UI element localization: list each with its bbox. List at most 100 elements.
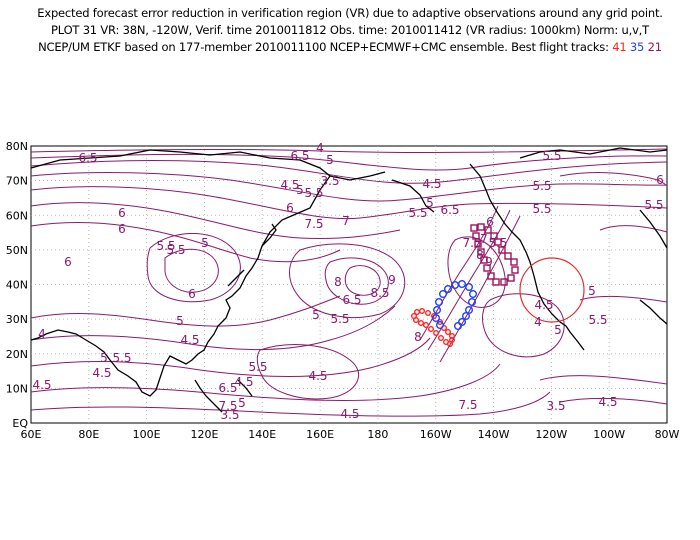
latitude-label: 60N [6,209,28,222]
latitude-label: 80N [6,140,28,153]
track-41-point [418,320,425,327]
contour-value-label: 5.5 [330,312,349,326]
track-41-point [413,317,420,324]
contour-value-label: 6 [118,222,126,236]
longitude-label: 120E [190,428,218,441]
contour-value-label: 6.5 [290,149,309,163]
contour-value-label: 7 [480,232,488,246]
longitude-labels: 60E 80E 100E 120E 140E 160E 180 160W 140W 120W 100… [21,428,680,441]
track-21-point [470,224,478,232]
track-21-point [487,272,495,280]
contour-value-label: 6 [188,287,196,301]
longitude-label: 60E [21,428,42,441]
contour-value-label: 8.5 [370,286,389,300]
flight-track-41 [411,308,456,348]
track-21-point [507,274,515,282]
latitude-label: 30N [6,313,28,326]
longitude-label: 80E [78,428,99,441]
track-35-point [468,298,477,307]
contour-value-label: 4.5 [534,298,553,312]
track-35-point [465,283,474,292]
track-21-point [498,246,506,254]
track-21-point [504,252,512,260]
track-21-point [492,278,500,286]
track-41-point [445,329,452,336]
contour-value-label: 5.5 [166,243,185,257]
contour-value-label: 5.5 [304,186,323,200]
longitude-label: 100W [593,428,625,441]
contour-value-label: 5.5 [248,360,267,374]
contour-value-label: 5 [296,183,304,197]
contour-value-label: 6.5 [218,381,237,395]
longitude-label: 120W [535,428,567,441]
track-41-label: 41 [612,40,627,54]
track-41-point [438,335,445,342]
contour-value-label: 5.5 [532,202,551,216]
contour-value-label: 4.5 [32,378,51,392]
track-35-point [454,322,463,331]
track-41-point [431,313,438,320]
track-41-point [419,308,426,315]
latitude-label: 20N [6,348,28,361]
track-35-point [433,306,442,315]
track-21-point [484,226,492,234]
track-21-point [510,258,518,266]
track-35-point [435,298,444,307]
title-line-3-text: NCEP/UM ETKF based on 177-member 2010011… [38,40,609,54]
contour-value-label: 7.5 [458,398,477,412]
contour-value-label: 5 [426,196,434,210]
contour-value-label: 4.5 [598,395,617,409]
contour-value-label: 6.5 [440,203,459,217]
flight-track-21 [470,223,519,286]
latitude-label: 10N [6,382,28,395]
contour-value-label: 4.5 [180,333,199,347]
track-21-point [474,240,482,248]
latitude-labels: 80N 70N 60N 50N 40N 30N 20N 10N EQ [6,140,29,430]
latitude-label: 40N [6,279,28,292]
verification-region-circle [519,257,585,323]
contour-value-label: 3.5 [220,408,239,422]
track-21-label: 21 [647,40,662,54]
contour-value-label: 6 [118,206,126,220]
track-21-point [480,256,488,264]
track-41-point [414,309,421,316]
contour-value-label: 5 [326,153,334,167]
contour-value-label: 4.5 [308,369,327,383]
track-21-point [490,232,498,240]
latitude-label: EQ [12,417,28,430]
contour-value-label: 7.5 [218,399,237,413]
contour-value-label: 5.5 [588,313,607,327]
track-35-point [469,290,478,299]
longitude-label: 160E [306,428,334,441]
contour-value-label: 6 [656,173,664,187]
track-35-point [462,312,471,321]
contour-value-label: 5.5 [408,206,427,220]
contour-value-label: 4.5 [234,375,253,389]
track-35-point [458,318,467,327]
contour-value-label: 5 [176,314,184,328]
coastlines [30,147,668,413]
contour-value-label: 4 [38,327,46,341]
title-line-3: NCEP/UM ETKF based on 177-member 2010011… [0,40,700,54]
contour-value-label: 4.5 [280,178,299,192]
contour-value-label: 7.5 [304,217,323,231]
contour-value-label: 9 [388,273,396,287]
title-line-1: Expected forecast error reduction in ver… [37,6,663,20]
contour-value-label: 5 [312,308,320,322]
track-41-point [433,330,440,337]
contour-value-label: 7 [342,214,350,228]
longitude-label: 80W [655,428,680,441]
contour-value-label: 5.5 [542,149,561,163]
track-35-point [458,280,467,289]
contour-value-label: 4.5 [340,407,359,421]
longitude-label: 140W [478,428,510,441]
track-21-point [500,278,508,286]
latitude-label: 50N [6,244,28,257]
latitude-label: 70N [6,175,28,188]
track-21-point [511,266,519,274]
track-41-point [425,310,432,317]
track-21-point [472,232,480,240]
contour-value-label: 5.5 [488,236,507,250]
